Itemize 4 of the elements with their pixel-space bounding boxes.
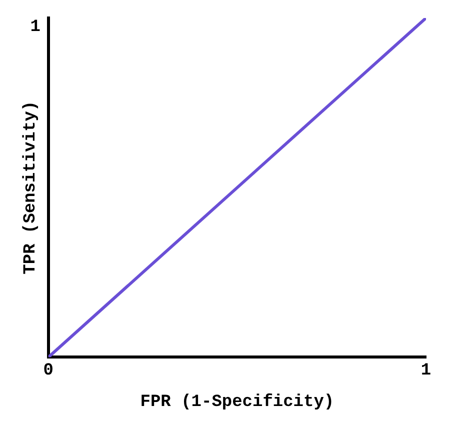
text: 1 xyxy=(30,18,40,37)
x-tick-label: 0 xyxy=(43,362,54,381)
y-axis-title: TPR (Sensitivity) xyxy=(21,100,40,274)
x-axis-title: FPR (1-Specificity) xyxy=(140,393,334,412)
